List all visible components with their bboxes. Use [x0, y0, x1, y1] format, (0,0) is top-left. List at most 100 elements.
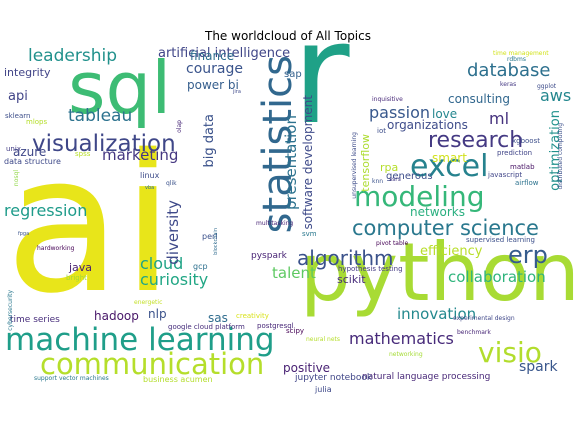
cloud-word: pivot table	[376, 240, 409, 247]
cloud-word: leadership	[28, 46, 117, 66]
cloud-word: diversity	[164, 200, 182, 265]
cloud-word: java	[69, 261, 93, 274]
cloud-word: scipy	[286, 327, 305, 335]
cloud-word: integrity	[4, 66, 51, 79]
cloud-word: rpa	[380, 161, 399, 174]
cloud-word: hypothesis testing	[338, 265, 403, 273]
cloud-word: nosql	[13, 170, 20, 187]
cloud-word: jira	[233, 89, 241, 95]
cloud-word: api	[8, 89, 28, 104]
cloud-word: marketing	[102, 146, 179, 164]
word-cloud: ai r python sql machine learning communicatio…	[0, 5, 576, 394]
cloud-word: sql	[68, 46, 172, 130]
cloud-word: distributed computing	[557, 123, 564, 190]
cloud-word: google cloud platform	[168, 323, 245, 331]
cloud-word: svm	[302, 230, 317, 238]
cloud-word: database	[467, 60, 551, 81]
cloud-word: time management	[493, 50, 549, 57]
cloud-word: postgresql	[257, 322, 294, 330]
cloud-word: smart	[432, 151, 467, 165]
cloud-word: ggplot	[537, 83, 557, 90]
cloud-word: sklearn	[5, 112, 31, 120]
cloud-word: multitasking	[256, 220, 294, 227]
cloud-word: vba	[145, 185, 155, 191]
cloud-word: nlp	[148, 307, 167, 321]
cloud-word: passion	[369, 103, 431, 122]
cloud-word: visio	[478, 336, 542, 369]
cloud-word: pyspark	[251, 251, 287, 261]
cloud-word: hadoop	[94, 309, 139, 323]
cloud-word: modeling	[354, 180, 485, 213]
cloud-word: energetic	[134, 299, 163, 306]
cloud-word: tensorflow	[359, 134, 372, 192]
cloud-word: supervised learning	[466, 236, 535, 244]
cloud-word: consulting	[448, 92, 510, 106]
cloud-word: big data	[202, 114, 217, 168]
cloud-word: regression	[4, 201, 88, 220]
cloud-word: love	[432, 107, 458, 121]
cloud-word: time series	[10, 315, 60, 325]
cloud-word: cloud	[140, 254, 184, 273]
cloud-word: scikit	[337, 273, 366, 286]
cloud-word: spark	[519, 359, 558, 375]
cloud-word: generous	[386, 171, 433, 182]
cloud-word: spss	[75, 150, 91, 158]
cloud-word: benchmark	[457, 329, 491, 336]
cloud-word: fpga	[18, 231, 30, 237]
cloud-word: azure	[13, 145, 47, 159]
cloud-word: creativity	[236, 312, 269, 320]
cloud-word: networks	[410, 205, 465, 219]
cloud-word: talent	[272, 264, 316, 282]
cloud-word: matlab	[510, 163, 535, 171]
cloud-word: bright	[66, 274, 87, 282]
cloud-word: olap	[176, 120, 183, 133]
cloud-word: iot	[377, 127, 386, 135]
cloud-word: r	[292, 0, 350, 156]
cloud-word: qlik	[166, 180, 177, 187]
cloud-word: courage	[186, 61, 243, 77]
cloud-word: julia	[315, 385, 332, 394]
cloud-word: gcp	[193, 262, 208, 271]
cloud-word: collaboration	[448, 268, 546, 286]
cloud-word: unsupervised learning	[351, 132, 358, 199]
cloud-word: airflow	[515, 179, 539, 187]
cloud-word: cybersecurity	[7, 290, 14, 331]
cloud-word: perl	[202, 232, 218, 241]
cloud-word: mlops	[26, 118, 48, 126]
cloud-word: erp	[508, 241, 548, 269]
cloud-word: networking	[389, 351, 423, 358]
cloud-word: mathematics	[349, 329, 454, 348]
cloud-word: research	[428, 128, 524, 153]
cloud-word: business acumen	[143, 375, 213, 384]
cloud-word: blockchain	[213, 228, 219, 255]
cloud-word: natural language processing	[362, 372, 491, 382]
cloud-word: prediction	[497, 149, 533, 157]
cloud-word: tableau	[68, 106, 133, 126]
cloud-word: machine learning	[5, 322, 275, 358]
cloud-word: software development	[301, 95, 315, 230]
cloud-word: innovation	[397, 305, 477, 323]
cloud-word: curiosity	[140, 270, 209, 289]
cloud-word: sas	[208, 311, 228, 325]
cloud-word: computer science	[352, 216, 539, 240]
cloud-word: ai	[5, 114, 175, 335]
cloud-word: communication	[40, 347, 265, 381]
cloud-word: rdbms	[507, 56, 526, 63]
cloud-word: ssrs	[389, 176, 401, 183]
cloud-word: organizations	[387, 118, 468, 132]
cloud-word: data structure	[4, 157, 61, 166]
cloud-word: algorithm	[297, 246, 394, 270]
cloud-word: unix	[6, 145, 21, 153]
cloud-word: positive	[283, 361, 331, 375]
cloud-word: inquisitive	[372, 96, 403, 103]
cloud-word: support vector machines	[34, 375, 109, 382]
cloud-word: jupyter notebook	[295, 373, 373, 383]
cloud-word: efficiency	[420, 244, 483, 259]
cloud-word: knn	[372, 178, 384, 185]
cloud-word: keras	[500, 81, 517, 88]
cloud-word: hardworking	[37, 245, 75, 252]
cloud-word: ml	[489, 109, 510, 128]
figure-title: The worldcloud of All Topics	[205, 29, 371, 43]
cloud-word: aws	[540, 86, 572, 105]
